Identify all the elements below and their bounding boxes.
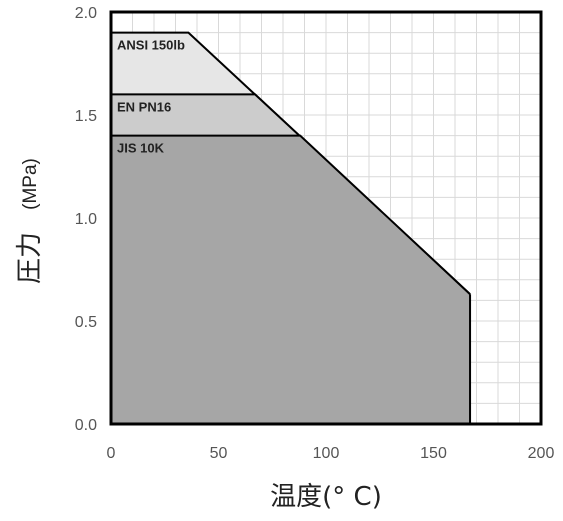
y-tick-label: 1.5 [75,108,97,125]
x-tick-label: 0 [107,445,116,462]
y-tick-label: 0.5 [75,314,97,331]
region-label-1: ANSI 150lb [117,38,185,53]
region-labels: ANSI 150lb EN PN16 JIS 10K [117,38,185,156]
pressure-regions [111,31,472,425]
x-axis-title: 温度(° C) [270,482,382,512]
region-boundary-3 [111,134,471,295]
region-3 [111,135,471,424]
plot-frame [109,10,543,426]
x-tick-label: 50 [210,445,228,462]
y-tick-label: 1.0 [75,211,97,228]
region-label-2: EN PN16 [117,99,171,114]
tick-labels: 0 50 100 150 200 0.0 0.5 1.0 1.5 2.0 [75,5,555,462]
y-axis-title: 圧力 (MPa) [15,158,45,284]
x-tick-label: 100 [313,445,340,462]
x-tick-label: 150 [420,445,447,462]
x-tick-label: 200 [528,445,555,462]
region-label-3: JIS 10K [117,141,165,156]
y-axis-title-unit: (MPa) [20,158,41,210]
y-tick-label: 0.0 [75,417,97,434]
y-axis-title-main: 圧力 [15,232,45,284]
y-tick-label: 2.0 [75,5,97,22]
